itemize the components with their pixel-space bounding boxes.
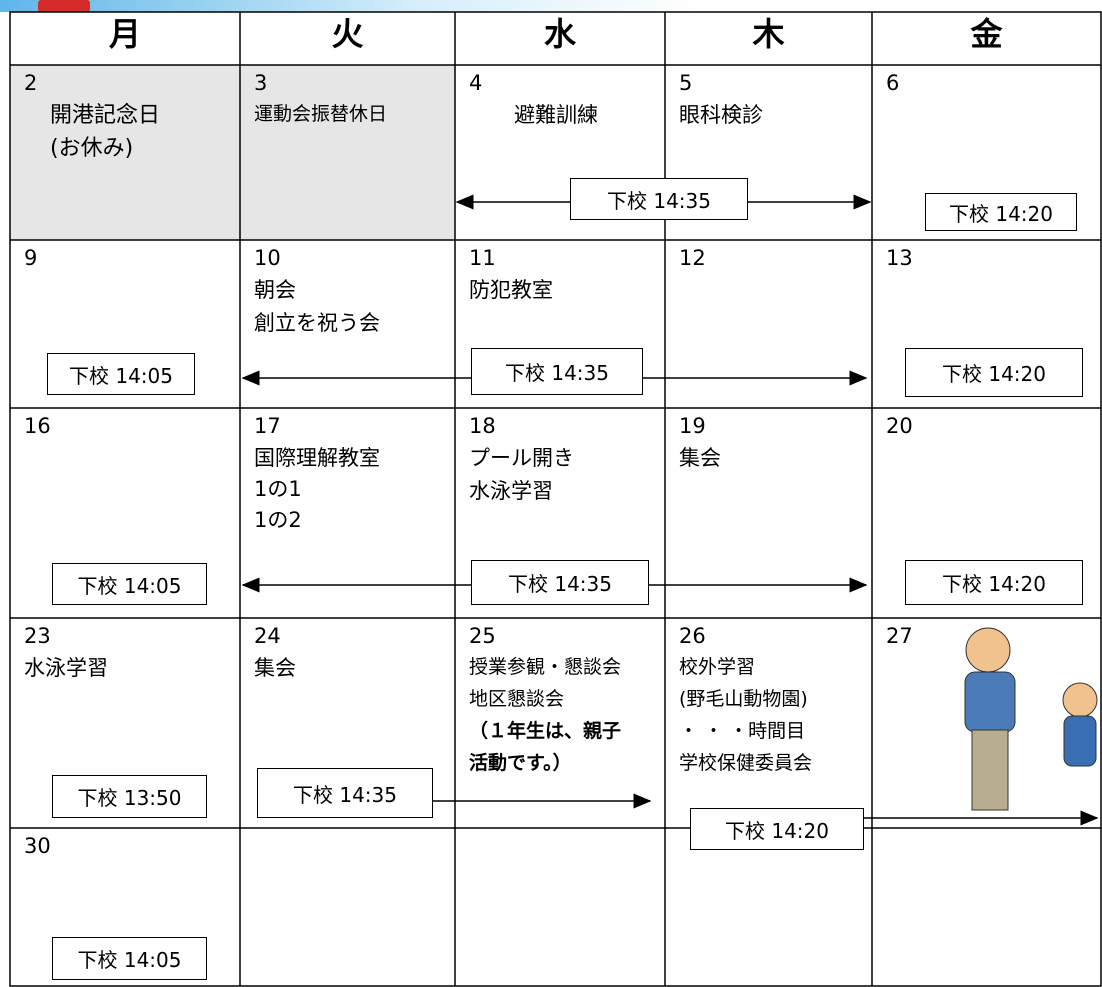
date: 13: [886, 246, 913, 270]
event: (お休み): [50, 136, 134, 161]
date: 30: [24, 834, 51, 858]
date: 25: [469, 624, 496, 648]
date: 18: [469, 414, 496, 438]
event: 校外学習: [679, 656, 756, 678]
event: 活動です。）: [469, 752, 572, 774]
date: 12: [679, 246, 706, 270]
event: 地区懇談会: [469, 688, 565, 710]
date: 27: [886, 624, 913, 648]
event: 集会: [254, 656, 296, 680]
event: 眼科検診: [679, 103, 763, 127]
arrows: [241, 194, 1099, 826]
date: 6: [886, 71, 900, 95]
event: 集会: [679, 446, 721, 470]
date: 19: [679, 414, 706, 438]
date: 23: [24, 624, 51, 648]
event: 1の1: [254, 477, 302, 501]
event: 開港記念日: [50, 103, 161, 128]
dismissal-time: 下校 14:20: [925, 193, 1077, 231]
event: 運動会振替休日: [254, 103, 388, 125]
day-header: 火: [331, 15, 364, 53]
date: 9: [24, 246, 38, 270]
dismissal-time: 下校 13:50: [52, 775, 207, 818]
illustration: [964, 627, 1098, 811]
event: （１年生は、親子: [469, 720, 622, 742]
event: 避難訓練: [514, 103, 598, 127]
event: 授業参観・懇談会: [469, 656, 622, 678]
date: 16: [24, 414, 51, 438]
date: 10: [254, 246, 281, 270]
date: 26: [679, 624, 706, 648]
event: (野毛山動物園): [679, 688, 808, 710]
date: 2: [24, 71, 38, 95]
day-header: 金: [970, 15, 1003, 53]
dismissal-time: 下校 14:05: [47, 353, 195, 395]
event: 防犯教室: [469, 278, 553, 302]
dismissal-time: 下校 14:20: [690, 808, 864, 850]
dismissal-time: 下校 14:20: [905, 348, 1083, 397]
dismissal-time: 下校 14:05: [52, 937, 207, 980]
event: 1の2: [254, 508, 302, 532]
date: 11: [469, 246, 496, 270]
dismissal-time: 下校 14:20: [905, 560, 1083, 605]
dismissal-time: 下校 14:35: [471, 348, 643, 395]
date: 24: [254, 624, 281, 648]
date: 4: [469, 71, 483, 95]
event: 水泳学習: [469, 479, 553, 503]
day-header: 水: [543, 15, 576, 53]
dismissal-time: 下校 14:35: [257, 768, 433, 818]
day-header: 月: [108, 15, 141, 53]
banner: [0, 0, 700, 12]
holiday-shade: [10, 65, 455, 240]
date: 3: [254, 71, 268, 95]
dismissal-time: 下校 14:05: [52, 563, 207, 605]
banner-icon: [38, 0, 90, 12]
event: 水泳学習: [24, 656, 108, 680]
day-header: 木: [752, 15, 785, 53]
date: 17: [254, 414, 281, 438]
event: 朝会: [254, 278, 296, 302]
grid: [9, 11, 1102, 987]
dismissal-time: 下校 14:35: [570, 178, 748, 220]
date: 5: [679, 71, 693, 95]
date: 20: [886, 414, 913, 438]
event: プール開き: [469, 446, 574, 470]
event: 創立を祝う会: [254, 311, 380, 335]
event: 国際理解教室: [254, 446, 380, 470]
event: 学校保健委員会: [679, 752, 813, 774]
dismissal-time: 下校 14:35: [471, 560, 649, 605]
event: ・ ・ ・時間目: [679, 720, 806, 742]
